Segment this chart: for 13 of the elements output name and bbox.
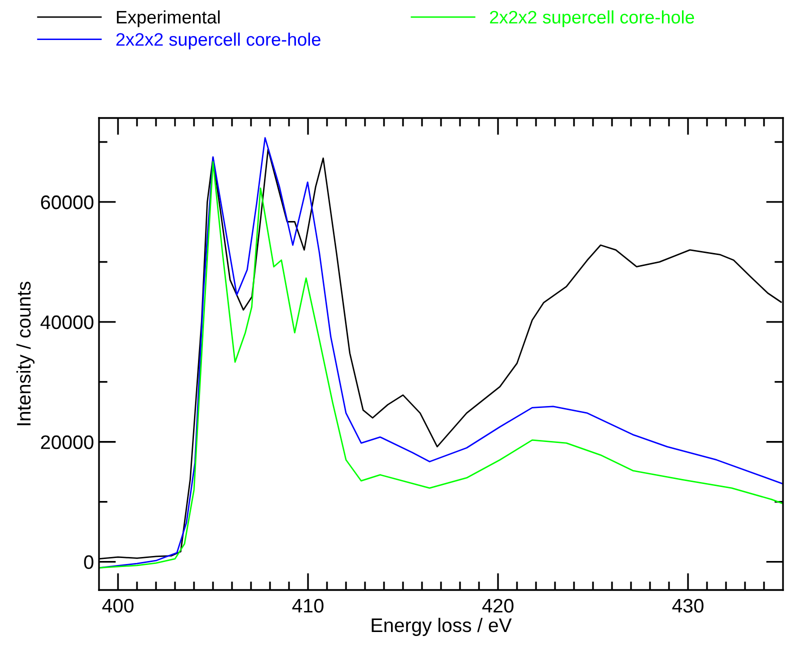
- x-tick-label: 420: [482, 598, 514, 613]
- x-axis-title: Energy loss / eV: [372, 618, 512, 636]
- y-tick-label: 20000: [41, 435, 94, 450]
- y-tick-label: 60000: [41, 195, 94, 210]
- x-tick-label: 400: [102, 598, 134, 613]
- y-axis-title: Intensity / counts: [16, 282, 35, 426]
- legend-label: 2x2x2 supercell core-hole: [116, 32, 320, 50]
- legend-label: 2x2x2 supercell core-hole: [490, 10, 694, 28]
- x-tick-label: 430: [672, 598, 704, 613]
- y-tick-label: 0: [84, 555, 94, 570]
- x-tick-label: 410: [292, 598, 324, 613]
- legend-label: Experimental: [116, 10, 220, 28]
- y-tick-label: 40000: [40, 315, 94, 330]
